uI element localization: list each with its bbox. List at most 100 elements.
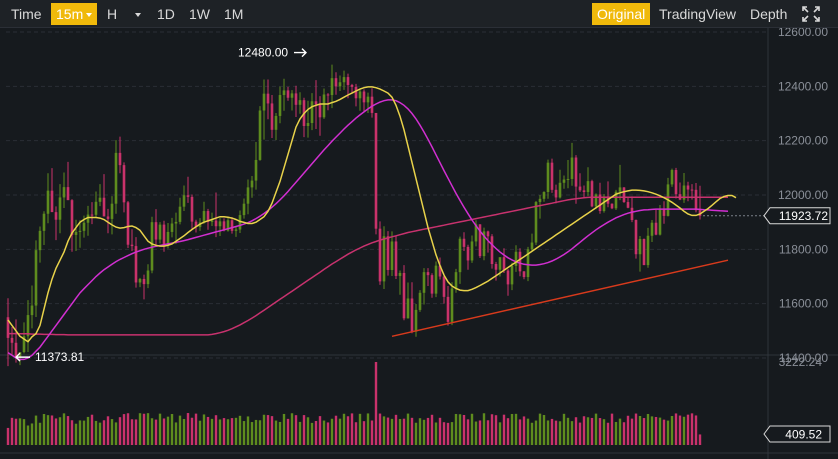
candle-body [18, 352, 22, 358]
volume-bar [206, 416, 210, 445]
candle-body [242, 203, 246, 216]
candle-body [430, 275, 434, 294]
interval-1d-label: 1D [157, 6, 175, 22]
volume-bar [482, 413, 486, 445]
volume-bar [414, 422, 418, 445]
volume-bar [122, 414, 126, 445]
volume-bar [6, 427, 10, 445]
volume-bar [26, 425, 30, 445]
volume-bar [282, 413, 286, 445]
candle-body [150, 222, 154, 271]
volume-bar [438, 417, 442, 445]
volume-bar [594, 413, 598, 445]
volume-bar [626, 415, 630, 445]
candle-body [618, 187, 622, 192]
last-price-tag [763, 207, 831, 225]
volume-bar [242, 421, 246, 445]
candle-body [670, 170, 674, 185]
volume-bar [38, 422, 42, 445]
volume-top-label: 3222.24 [779, 355, 823, 369]
interval-1d-button[interactable]: 1D [152, 3, 180, 25]
volume-bar [522, 416, 526, 445]
caret-down-icon [135, 13, 142, 18]
interval-1m-label: 1M [224, 6, 244, 22]
interval-time-button[interactable]: Time [6, 3, 47, 25]
volume-bar [586, 417, 590, 445]
volume-bar [46, 415, 50, 445]
volume-bar [646, 413, 650, 445]
volume-bar [530, 422, 534, 445]
volume-bar [662, 419, 666, 445]
volume-bar [630, 418, 634, 445]
volume-bar [166, 416, 170, 445]
view-depth-button[interactable]: Depth [745, 3, 792, 25]
candle-body [34, 250, 38, 306]
volume-bar [338, 418, 342, 445]
candle-body [434, 265, 438, 294]
arrow-right-icon [294, 48, 307, 58]
expand-icon[interactable] [801, 5, 821, 23]
candle-body [26, 315, 30, 337]
arrow-left-icon [15, 352, 30, 362]
volume-bar [426, 417, 430, 445]
volume-bar [174, 422, 178, 445]
volume-bar [278, 421, 282, 445]
candle-body [294, 93, 298, 105]
view-tradingview-button[interactable]: TradingView [654, 3, 741, 25]
volume-bar [398, 418, 402, 445]
volume-bar [198, 420, 202, 445]
interval-1m-button[interactable]: 1M [219, 3, 248, 25]
volume-bar [602, 419, 606, 445]
volume-bar [118, 417, 122, 445]
candle-body [298, 100, 302, 105]
interval-1w-label: 1W [189, 6, 210, 22]
interval-1w-button[interactable]: 1W [184, 3, 215, 25]
candle-body [646, 235, 650, 266]
grid-lines [0, 28, 838, 459]
trendline [391, 259, 729, 337]
volume-bar [486, 420, 490, 445]
candle-body [498, 257, 502, 270]
volume-bar [342, 413, 346, 445]
volume-bar [474, 421, 478, 445]
volume-bar [374, 362, 378, 445]
candle-body [218, 221, 222, 227]
candle-body [634, 219, 638, 255]
volume-bar [478, 420, 482, 445]
volume-bar [574, 417, 578, 445]
interval-h-button[interactable]: H [102, 3, 146, 25]
volume-bar [690, 413, 694, 445]
candle-body [190, 196, 194, 222]
volume-bar [422, 419, 426, 445]
candle-body [638, 239, 642, 255]
candle-body [226, 220, 230, 231]
price-axis: 12600.00 12400.00 12200.00 12000.00 11800.00… [778, 28, 828, 369]
volume-bar [550, 418, 554, 445]
volume-bar [434, 422, 438, 445]
candle-body [382, 236, 386, 282]
volume-bar [110, 419, 114, 445]
volume-bar [314, 420, 318, 445]
candle-body [558, 182, 562, 198]
interval-15m-button[interactable]: 15m [51, 3, 98, 25]
view-original-button[interactable]: Original [592, 3, 651, 25]
candlesticks [6, 64, 702, 367]
chart-toolbar: Time 15m H 1D 1W 1M Original TradingView… [0, 0, 838, 28]
candle-body [134, 246, 138, 283]
volume-bar [262, 414, 266, 445]
volume-bar [266, 415, 270, 445]
volume-bar [178, 415, 182, 445]
volume-bar [78, 420, 82, 445]
candle-body [686, 185, 690, 190]
volume-bar [582, 416, 586, 445]
volume-bar [258, 420, 262, 445]
volume-bar [454, 413, 458, 445]
volume-bar [334, 415, 338, 445]
volume-bar [678, 415, 682, 445]
candle-body [270, 103, 274, 130]
view-original-label: Original [597, 6, 646, 22]
price-chart[interactable]: 12600.00 12400.00 12200.00 12000.00 11800.00… [0, 28, 838, 459]
last-volume-tag [763, 425, 831, 443]
candle-body [466, 246, 470, 261]
volume-bar [650, 416, 654, 445]
